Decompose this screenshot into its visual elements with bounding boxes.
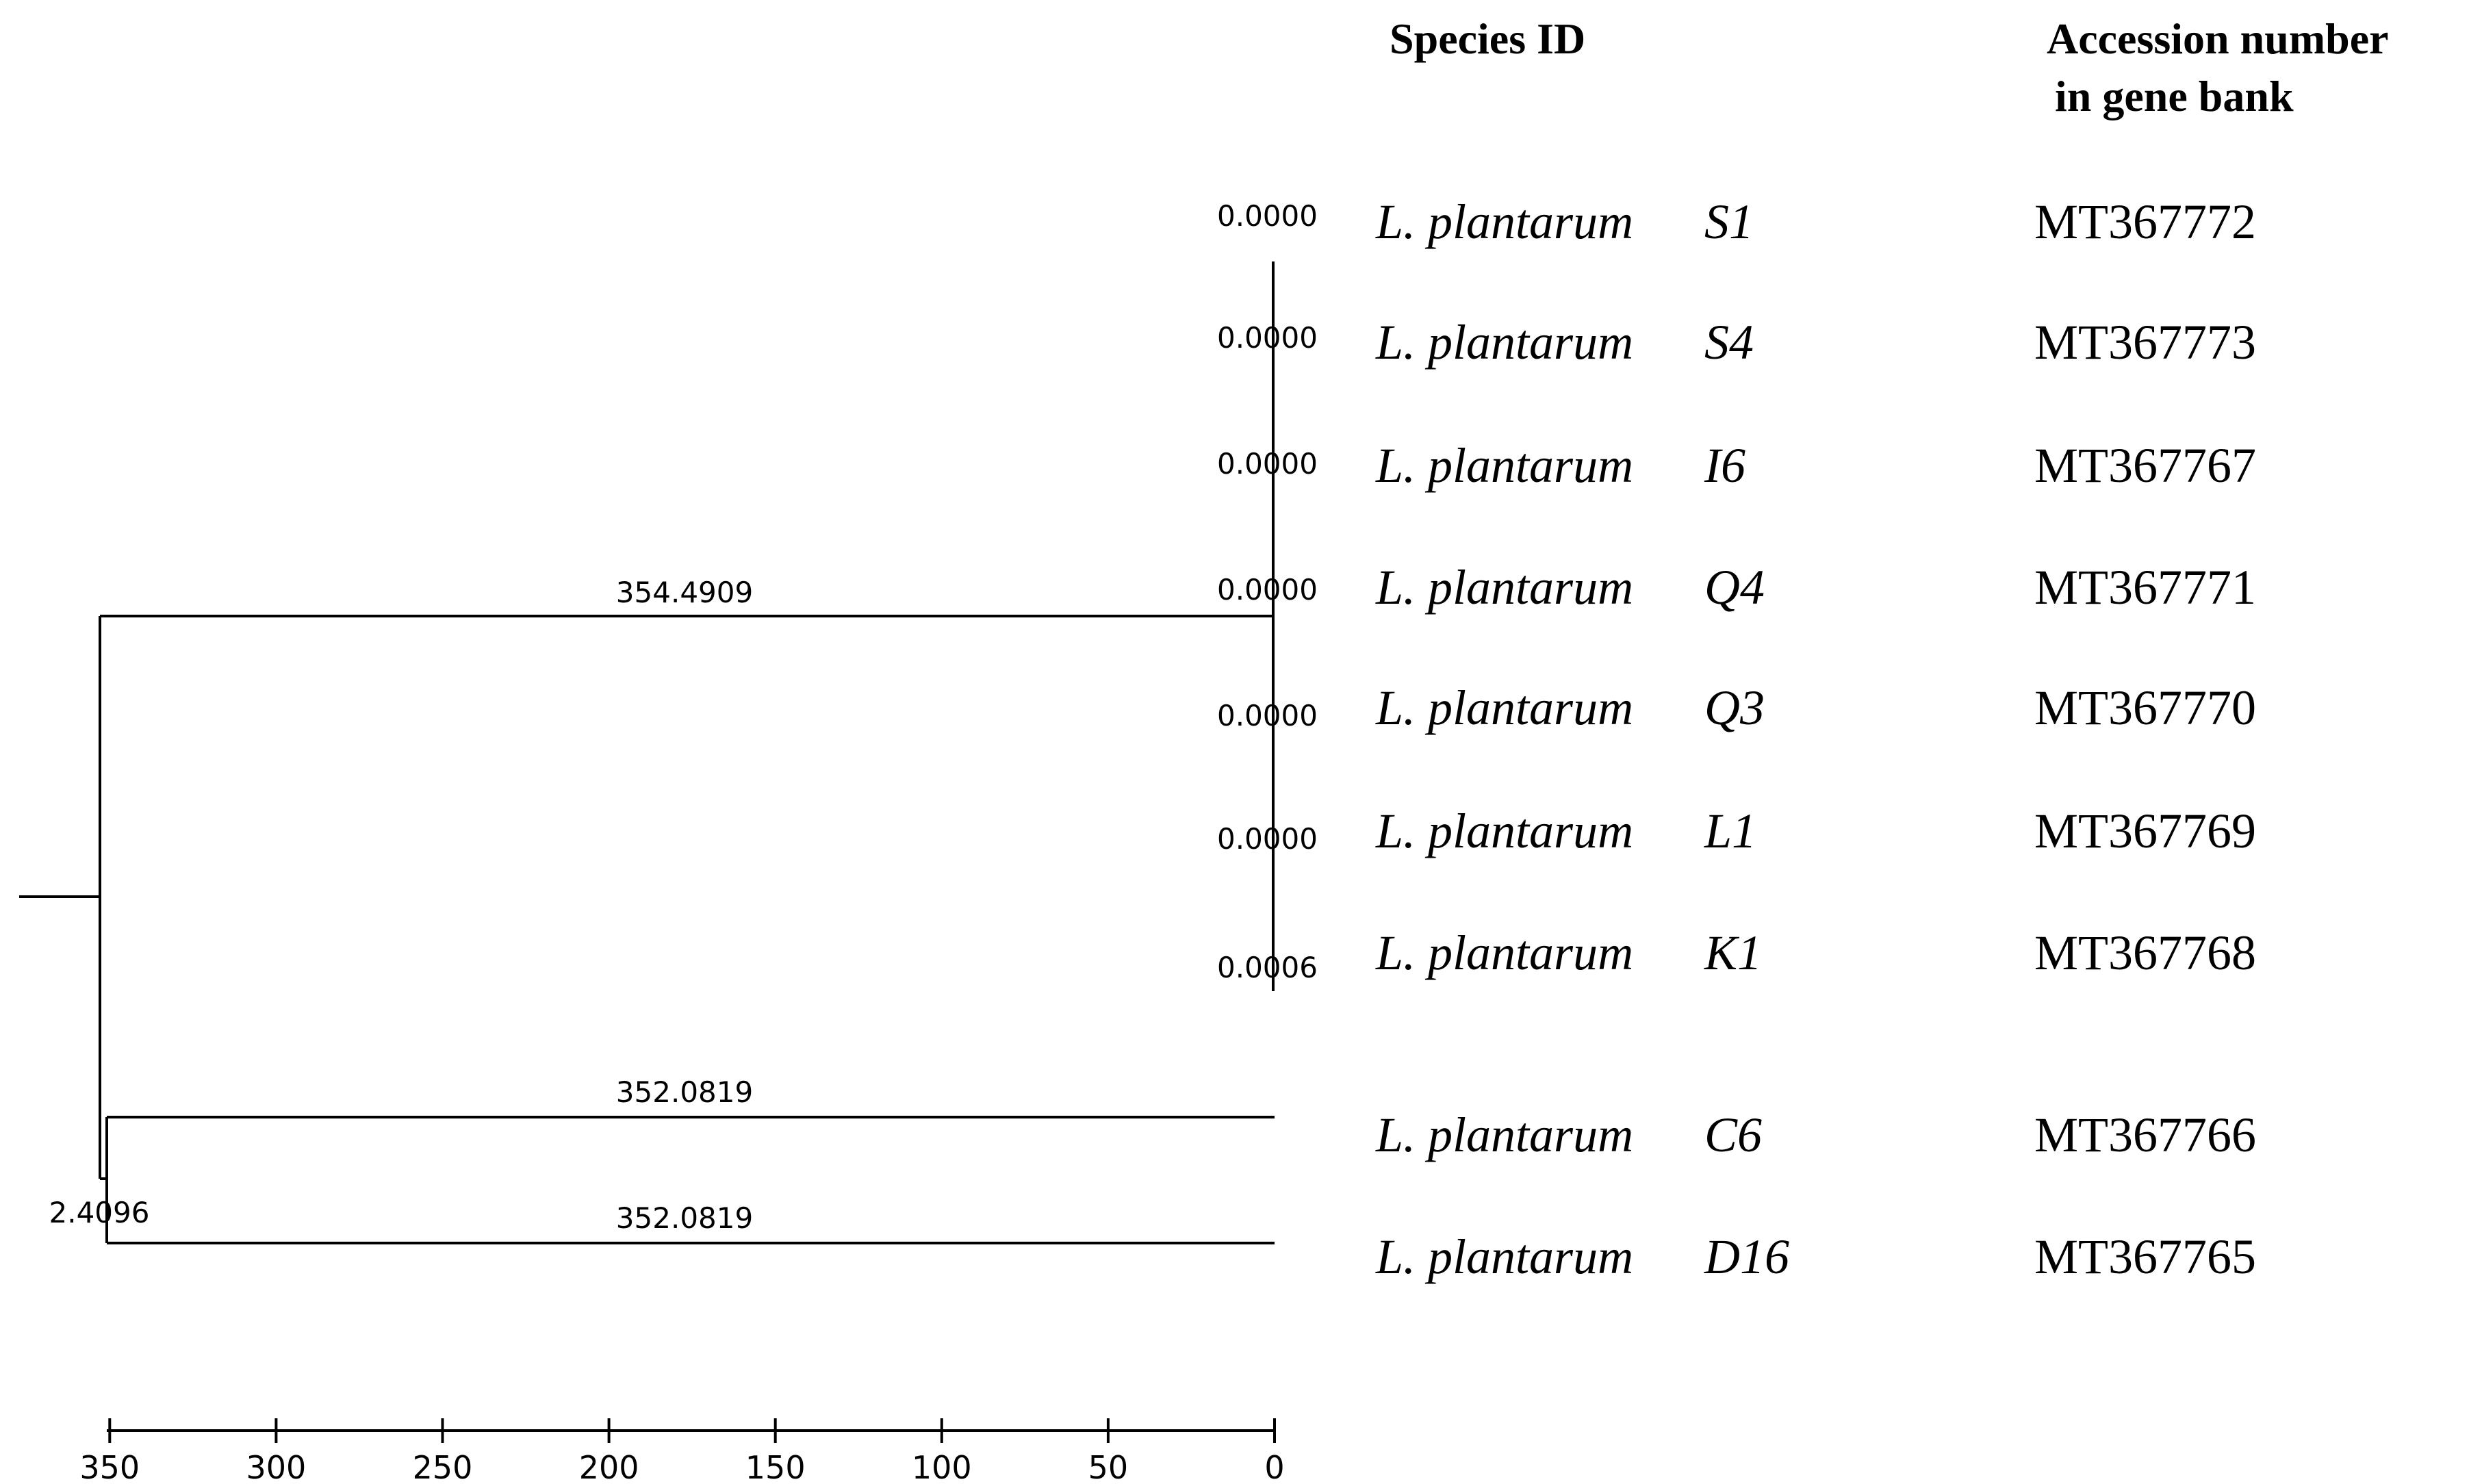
species-genus-d16: L. plantarum bbox=[1375, 1229, 1633, 1284]
species-genus-s4: L. plantarum bbox=[1375, 315, 1633, 370]
tree-branches bbox=[19, 261, 1275, 1244]
axis-tick-label-250: 250 bbox=[413, 1449, 473, 1484]
species-strain-d16: D16 bbox=[1704, 1229, 1789, 1284]
accession-l1: MT367769 bbox=[2034, 804, 2256, 858]
accession-c6: MT367766 bbox=[2034, 1108, 2256, 1162]
species-genus-k1: L. plantarum bbox=[1375, 925, 1633, 980]
axis-tick-label-100: 100 bbox=[912, 1449, 972, 1484]
species-genus-i6: L. plantarum bbox=[1375, 438, 1633, 493]
species-genus-s1: L. plantarum bbox=[1375, 194, 1633, 249]
species-genus-l1: L. plantarum bbox=[1375, 804, 1633, 858]
species-labels: L. plantarum S1 L. plantarum S4 L. plant… bbox=[1375, 194, 1789, 1284]
axis-tick-label-350: 350 bbox=[79, 1449, 140, 1484]
accession-header-line1: Accession number bbox=[2047, 14, 2389, 63]
branch-length-i6: 0.0000 bbox=[1217, 447, 1318, 481]
accession-i6: MT367767 bbox=[2034, 438, 2256, 493]
species-genus-c6: L. plantarum bbox=[1375, 1108, 1633, 1162]
branch-length-c6: 352.0819 bbox=[616, 1075, 753, 1109]
branch-length-q4: 0.0000 bbox=[1217, 573, 1318, 606]
species-strain-s4: S4 bbox=[1704, 315, 1754, 370]
leaf-branch-labels: 0.0000 0.0000 0.0000 0.0000 0.0000 0.000… bbox=[616, 199, 1318, 1235]
accession-q4: MT367771 bbox=[2034, 560, 2256, 615]
species-id-header: Species ID bbox=[1390, 14, 1585, 63]
species-strain-c6: C6 bbox=[1704, 1108, 1762, 1162]
cluster-a-length: 354.4909 bbox=[616, 576, 753, 609]
accession-labels: MT367772 MT367773 MT367767 MT367771 MT36… bbox=[2034, 194, 2256, 1284]
accession-s1: MT367772 bbox=[2034, 194, 2256, 249]
accession-s4: MT367773 bbox=[2034, 315, 2256, 370]
species-genus-q4: L. plantarum bbox=[1375, 560, 1633, 615]
axis-tick-label-150: 150 bbox=[745, 1449, 806, 1484]
species-genus-q3: L. plantarum bbox=[1375, 680, 1633, 735]
branch-length-q3: 0.0000 bbox=[1217, 699, 1318, 732]
species-strain-s1: S1 bbox=[1704, 194, 1754, 249]
accession-header-line2: in gene bank bbox=[2055, 72, 2294, 120]
branch-length-l1: 0.0000 bbox=[1217, 822, 1318, 856]
branch-length-k1: 0.0006 bbox=[1217, 951, 1318, 984]
scale-axis-ticks: 350 300 250 200 150 100 50 0 bbox=[79, 1418, 1285, 1484]
axis-tick-label-300: 300 bbox=[246, 1449, 306, 1484]
species-strain-q3: Q3 bbox=[1704, 680, 1765, 735]
species-strain-l1: L1 bbox=[1704, 804, 1756, 858]
branch-length-s4: 0.0000 bbox=[1217, 321, 1318, 355]
species-strain-q4: Q4 bbox=[1704, 560, 1765, 615]
species-strain-i6: I6 bbox=[1704, 438, 1745, 493]
species-strain-k1: K1 bbox=[1704, 925, 1762, 980]
branch-length-s1: 0.0000 bbox=[1217, 199, 1318, 233]
accession-d16: MT367765 bbox=[2034, 1229, 2256, 1284]
accession-k1: MT367768 bbox=[2034, 925, 2256, 980]
branch-length-d16: 352.0819 bbox=[616, 1201, 753, 1235]
accession-q3: MT367770 bbox=[2034, 680, 2256, 735]
axis-tick-label-50: 50 bbox=[1088, 1449, 1129, 1484]
axis-tick-label-200: 200 bbox=[579, 1449, 639, 1484]
cluster-b-node-length: 2.4096 bbox=[49, 1196, 150, 1229]
axis-tick-label-0: 0 bbox=[1264, 1449, 1284, 1484]
